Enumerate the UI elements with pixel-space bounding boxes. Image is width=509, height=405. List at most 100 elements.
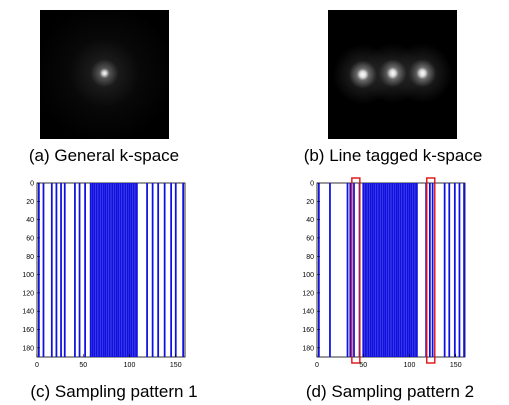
sampled-line [91, 183, 94, 357]
sampled-line [106, 183, 109, 357]
sampled-line [353, 183, 355, 357]
y-tick-label: 60 [26, 235, 34, 242]
x-tick-label: 100 [124, 362, 136, 369]
sampled-line [373, 183, 376, 357]
sampled-line [362, 183, 365, 357]
sampled-line [317, 183, 320, 357]
y-tick-label: 0 [310, 181, 314, 188]
sampled-line [119, 183, 122, 357]
sampled-line [126, 183, 129, 357]
sampled-line [93, 183, 96, 357]
sampled-line [346, 183, 349, 357]
sampled-line [115, 183, 118, 357]
y-tick-label: 20 [306, 199, 314, 206]
sampled-line [329, 183, 331, 357]
sampled-line [121, 183, 123, 357]
sampled-line [113, 183, 116, 357]
y-tick-label: 60 [306, 235, 314, 242]
sampled-line [388, 183, 391, 357]
y-tick-label: 160 [302, 327, 314, 334]
caption-b: (b) Line tagged k-space [303, 146, 483, 165]
y-tick-label: 80 [306, 254, 314, 261]
highlight-box [351, 177, 361, 364]
y-tick-label: 180 [22, 345, 34, 352]
y-tick-label: 40 [26, 217, 34, 224]
x-tick-label: 0 [35, 362, 39, 369]
sampled-line [380, 183, 383, 357]
y-tick-label: 80 [26, 254, 34, 261]
sampled-line [448, 183, 451, 357]
line-tagged-kspace-image [328, 10, 457, 139]
sampled-line [130, 183, 133, 357]
sampled-line [428, 183, 431, 357]
sampled-line [170, 183, 173, 357]
sampled-line [366, 183, 368, 357]
sampled-line [55, 183, 58, 357]
sampled-line [157, 183, 160, 357]
x-tick-label: 150 [450, 362, 462, 369]
highlight-box [426, 177, 436, 364]
sampled-line [401, 183, 403, 357]
sampled-line [132, 183, 135, 357]
y-tick-label: 180 [302, 345, 314, 352]
sampled-line [369, 183, 372, 357]
sampled-line [74, 183, 76, 357]
sampled-line [377, 183, 379, 357]
sampled-line [414, 183, 416, 357]
sampled-line [367, 183, 370, 357]
sampled-line [37, 183, 40, 357]
caption-c: (c) Sampling pattern 1 [30, 382, 198, 401]
sampled-line [110, 183, 112, 357]
sampled-line [60, 183, 62, 357]
sampled-line [42, 183, 45, 357]
sampled-line [403, 183, 405, 357]
sampled-line [386, 183, 389, 357]
sampled-line [379, 183, 381, 357]
x-tick-label: 0 [315, 362, 319, 369]
y-tick-label: 0 [30, 181, 34, 188]
x-tick-label: 150 [170, 362, 182, 369]
sampled-line [397, 183, 400, 357]
sampled-line [412, 183, 415, 357]
sampled-line [111, 183, 114, 357]
sampled-line [431, 183, 434, 357]
sampled-line [100, 183, 103, 357]
sampled-line [128, 183, 131, 357]
sampled-line [136, 183, 138, 357]
sampling-pattern-1-plot: 0 50 100 150 0 20 40 60 80 100 120 140 160 180 [22, 181, 186, 369]
sampled-line [395, 183, 398, 357]
sampling-pattern-2-plot: 0 50 100 150 0 20 40 60 80 100 120 140 160 180 [302, 177, 466, 369]
sampled-line [410, 183, 413, 357]
y-tick-label: 100 [302, 272, 314, 279]
sampled-line [453, 183, 456, 357]
sampled-line [124, 183, 127, 357]
sampled-line [134, 183, 136, 357]
sampled-line [151, 183, 154, 357]
y-tick-label: 120 [22, 290, 34, 297]
sampled-line [104, 183, 107, 357]
sampled-line [99, 183, 101, 357]
caption-d: (d) Sampling pattern 2 [305, 382, 475, 401]
y-tick-label: 20 [26, 199, 34, 206]
y-tick-label: 160 [22, 327, 34, 334]
x-tick-label: 100 [404, 362, 416, 369]
sampled-line [416, 183, 418, 357]
sampled-line [393, 183, 396, 357]
sampled-line [89, 183, 92, 357]
sampled-line [364, 183, 366, 357]
sampled-line [102, 183, 105, 357]
sampled-line [146, 183, 148, 357]
y-tick-label: 120 [302, 290, 314, 297]
sampled-line [408, 183, 411, 357]
sampled-line [390, 183, 392, 357]
caption-a: (a) General k-space [28, 146, 180, 165]
sampled-line [163, 183, 166, 357]
sampled-line [97, 183, 99, 357]
sampled-line [371, 183, 374, 357]
sampled-line [123, 183, 125, 357]
x-tick-label: 50 [359, 362, 367, 369]
sampled-line [384, 183, 387, 357]
sampled-line [78, 183, 81, 357]
sampled-line [406, 183, 409, 357]
y-tick-label: 100 [22, 272, 34, 279]
